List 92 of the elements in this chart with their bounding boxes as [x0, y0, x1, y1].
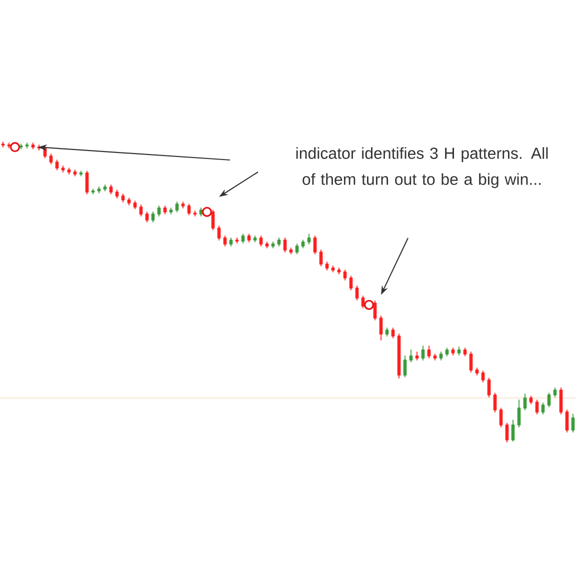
candlestick [127, 198, 131, 206]
candlestick [331, 265, 335, 272]
candlestick [343, 270, 347, 280]
candlestick [235, 238, 239, 244]
candlestick [319, 250, 323, 266]
candlestick [115, 190, 119, 199]
candlestick [433, 354, 437, 361]
candlestick [121, 193, 125, 202]
candlestick [187, 204, 191, 216]
candlestick [505, 422, 509, 442]
candlestick [355, 286, 359, 301]
candlestick [85, 170, 89, 194]
candlestick [1, 142, 5, 148]
candlestick [337, 268, 341, 274]
candlestick [31, 142, 35, 150]
candlestick [301, 240, 305, 248]
candlestick [385, 328, 389, 337]
candlestick [565, 409, 569, 433]
candlestick [259, 235, 263, 247]
candlestick [157, 205, 161, 217]
candlestick [325, 262, 329, 271]
candlestick [511, 420, 515, 442]
candlestick [373, 300, 377, 320]
candlestick [19, 144, 23, 150]
candlestick [529, 396, 533, 404]
candlestick [517, 400, 521, 428]
candlestick [97, 186, 101, 194]
candlestick [415, 352, 419, 361]
candlestick [55, 160, 59, 170]
candlestick [133, 200, 137, 210]
candlestick [397, 334, 401, 379]
candlestick [193, 210, 197, 217]
candlestick [361, 295, 365, 308]
candlestick [571, 414, 575, 433]
candlestick [391, 328, 395, 338]
candlestick [427, 346, 431, 358]
candlestick [163, 205, 167, 214]
candlestick [421, 346, 425, 361]
candlestick [217, 226, 221, 241]
candlestick [139, 204, 143, 217]
candlestick [7, 142, 11, 148]
candlestick [253, 235, 257, 242]
candlestick [445, 348, 449, 356]
candlestick [559, 388, 563, 415]
candlestick [535, 400, 539, 415]
candlestick [223, 235, 227, 247]
candlestick [79, 170, 83, 176]
candlestick [25, 142, 29, 148]
candlestick [547, 392, 551, 408]
annotation: indicator identifies 3 H patterns. All of them turn out to be a big win... [296, 147, 548, 188]
candlestick [307, 234, 311, 244]
candlestick [553, 388, 557, 398]
candlestick [271, 241, 275, 248]
candlestick [313, 235, 317, 254]
candlestick [73, 169, 77, 176]
candlestick [349, 276, 353, 290]
candlestick [49, 154, 53, 164]
candlestick [379, 316, 383, 340]
candlestick [61, 166, 65, 172]
candlestick [403, 355, 407, 378]
candlestick [67, 168, 71, 175]
candlestick [247, 234, 251, 242]
candlestick [463, 348, 467, 356]
candlestick [295, 244, 299, 254]
candlestick [457, 346, 461, 356]
candlestick [211, 210, 215, 230]
candlestick [91, 188, 95, 194]
candlestick [541, 402, 545, 415]
candlestick [109, 184, 113, 194]
candlestick [199, 208, 203, 217]
candlestick [265, 241, 269, 248]
candlestick [469, 352, 473, 373]
candlestick [241, 234, 245, 244]
candlestick [229, 238, 233, 247]
candlestick [103, 184, 107, 192]
candlestick [145, 211, 149, 223]
candlestick [151, 211, 155, 223]
candlestick [487, 378, 491, 398]
candlestick [475, 367, 479, 376]
candlestick [499, 408, 503, 428]
candlestick [451, 348, 455, 356]
candlestick [181, 202, 185, 208]
candlestick [409, 349, 413, 362]
candlestick [289, 247, 293, 254]
candlestick [439, 352, 443, 361]
candlestick [277, 238, 281, 247]
candlestick [523, 394, 527, 410]
candlestick [493, 392, 497, 412]
candlestick [169, 208, 173, 214]
candlestick [175, 202, 179, 212]
candlestick [481, 370, 485, 382]
candlestick [283, 238, 287, 253]
